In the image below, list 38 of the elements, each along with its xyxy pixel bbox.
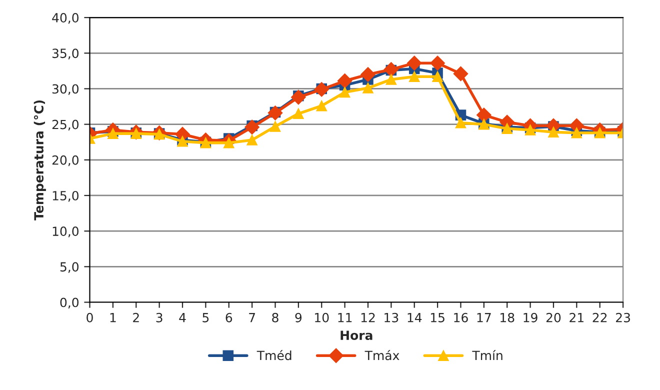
y-tick-label: 15,0 xyxy=(52,190,79,202)
x-tick-label: 14 xyxy=(408,313,422,322)
legend-label: Tmáx xyxy=(364,350,400,360)
x-axis-title: Hora xyxy=(340,330,372,340)
x-tick-label: 3 xyxy=(156,312,162,322)
legend-label: Tméd xyxy=(256,350,292,360)
x-tick-label: 9 xyxy=(295,312,302,322)
x-tick-label: 22 xyxy=(592,312,607,322)
x-tick-label: 0 xyxy=(86,312,93,322)
y-tick-label: 10,0 xyxy=(52,226,79,238)
x-tick-label: 11 xyxy=(338,313,352,322)
y-tick-label: 40,0 xyxy=(52,13,79,24)
x-tick-label: 7 xyxy=(249,313,255,322)
x-tick-label: 20 xyxy=(546,312,561,322)
x-tick-label: 12 xyxy=(361,312,375,322)
y-tick-label: 25,0 xyxy=(52,120,79,131)
x-tick-label: 15 xyxy=(430,313,444,322)
x-tick-label: 5 xyxy=(202,313,209,322)
x-tick-label: 23 xyxy=(616,312,630,322)
x-tick-label: 6 xyxy=(226,312,232,322)
y-tick-label: 20,0 xyxy=(52,155,79,166)
x-tick-label: 16 xyxy=(454,312,468,322)
y-tick-label: 5,0 xyxy=(60,262,79,273)
x-tick-label: 8 xyxy=(272,312,278,322)
legend-label: Tmín xyxy=(472,350,502,360)
x-tick-label: 2 xyxy=(133,312,139,322)
x-tick-label: 19 xyxy=(524,312,538,322)
y-tick-label: 0,0 xyxy=(60,298,79,308)
y-tick-label: 30,0 xyxy=(52,84,79,95)
x-tick-label: 21 xyxy=(570,312,584,322)
x-tick-label: 1 xyxy=(110,313,116,322)
x-tick-label: 13 xyxy=(384,312,398,322)
y-axis-title: Temperatura (°C) xyxy=(34,100,46,220)
x-tick-label: 10 xyxy=(315,312,329,322)
x-tick-label: 4 xyxy=(179,313,186,322)
x-tick-label: 18 xyxy=(500,312,514,322)
y-tick-label: 35,0 xyxy=(52,48,79,60)
x-tick-label: 17 xyxy=(477,313,491,322)
